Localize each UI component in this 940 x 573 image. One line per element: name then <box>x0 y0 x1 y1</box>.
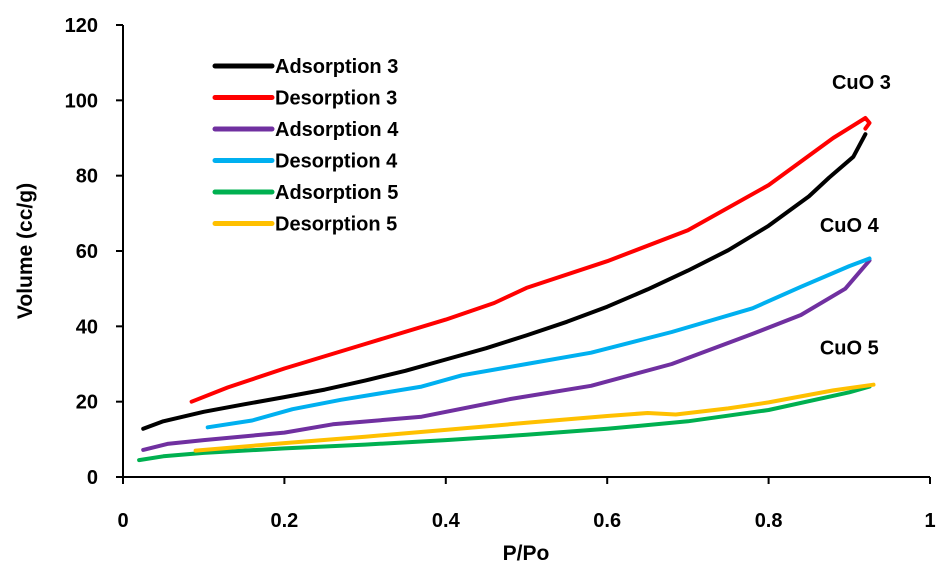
series-line-adsorption-5 <box>137 384 872 463</box>
x-tick-label: 1 <box>924 510 935 532</box>
plot-area: CuO 3 CuO 4 CuO 5 <box>116 24 931 484</box>
series-line-adsorption-3 <box>141 132 868 431</box>
annotation-label: CuO 5 <box>820 338 879 360</box>
axis-ticks <box>116 24 931 484</box>
series-lines <box>137 116 876 463</box>
legend-label: Adsorption 5 <box>275 182 398 204</box>
series-line-adsorption-4 <box>141 258 872 452</box>
legend-label: Desorption 5 <box>275 214 397 236</box>
x-tick-label: 0.6 <box>593 510 621 532</box>
legend-label: Desorption 4 <box>275 151 398 173</box>
y-tick-label: 100 <box>65 90 98 112</box>
annotation-label: CuO 3 <box>832 72 891 94</box>
series-line-desorption-3 <box>189 116 872 404</box>
legend: Adsorption 3 Desorption 3 Adsorption 4 Deso… <box>212 56 399 236</box>
y-tick-label: 80 <box>76 166 98 188</box>
x-tick-label: 0.8 <box>755 510 783 532</box>
x-tick-label: 0 <box>117 510 128 532</box>
y-axis-title: Volume (cc/g) <box>14 183 37 319</box>
series-line-desorption-5 <box>193 382 876 453</box>
y-tick-label: 20 <box>76 392 98 414</box>
legend-label: Desorption 3 <box>275 88 397 110</box>
y-tick-label: 40 <box>76 316 98 338</box>
curve-annotations: CuO 3 CuO 4 CuO 5 <box>820 72 891 360</box>
x-tick-label: 0.4 <box>432 510 461 532</box>
legend-label: Adsorption 4 <box>275 119 399 141</box>
y-tick-label: 120 <box>65 15 98 37</box>
series-line-desorption-4 <box>205 256 872 430</box>
legend-label: Adsorption 3 <box>275 56 398 78</box>
x-axis-title: P/Po <box>503 542 550 565</box>
y-tick-label: 60 <box>76 241 98 263</box>
y-tick-label: 0 <box>87 467 98 489</box>
x-tick-label: 0.2 <box>270 510 298 532</box>
annotation-label: CuO 4 <box>820 215 880 237</box>
tick-labels: 0 0.2 0.4 0.6 0.8 1 0 20 40 60 80 100 120 <box>65 15 936 532</box>
